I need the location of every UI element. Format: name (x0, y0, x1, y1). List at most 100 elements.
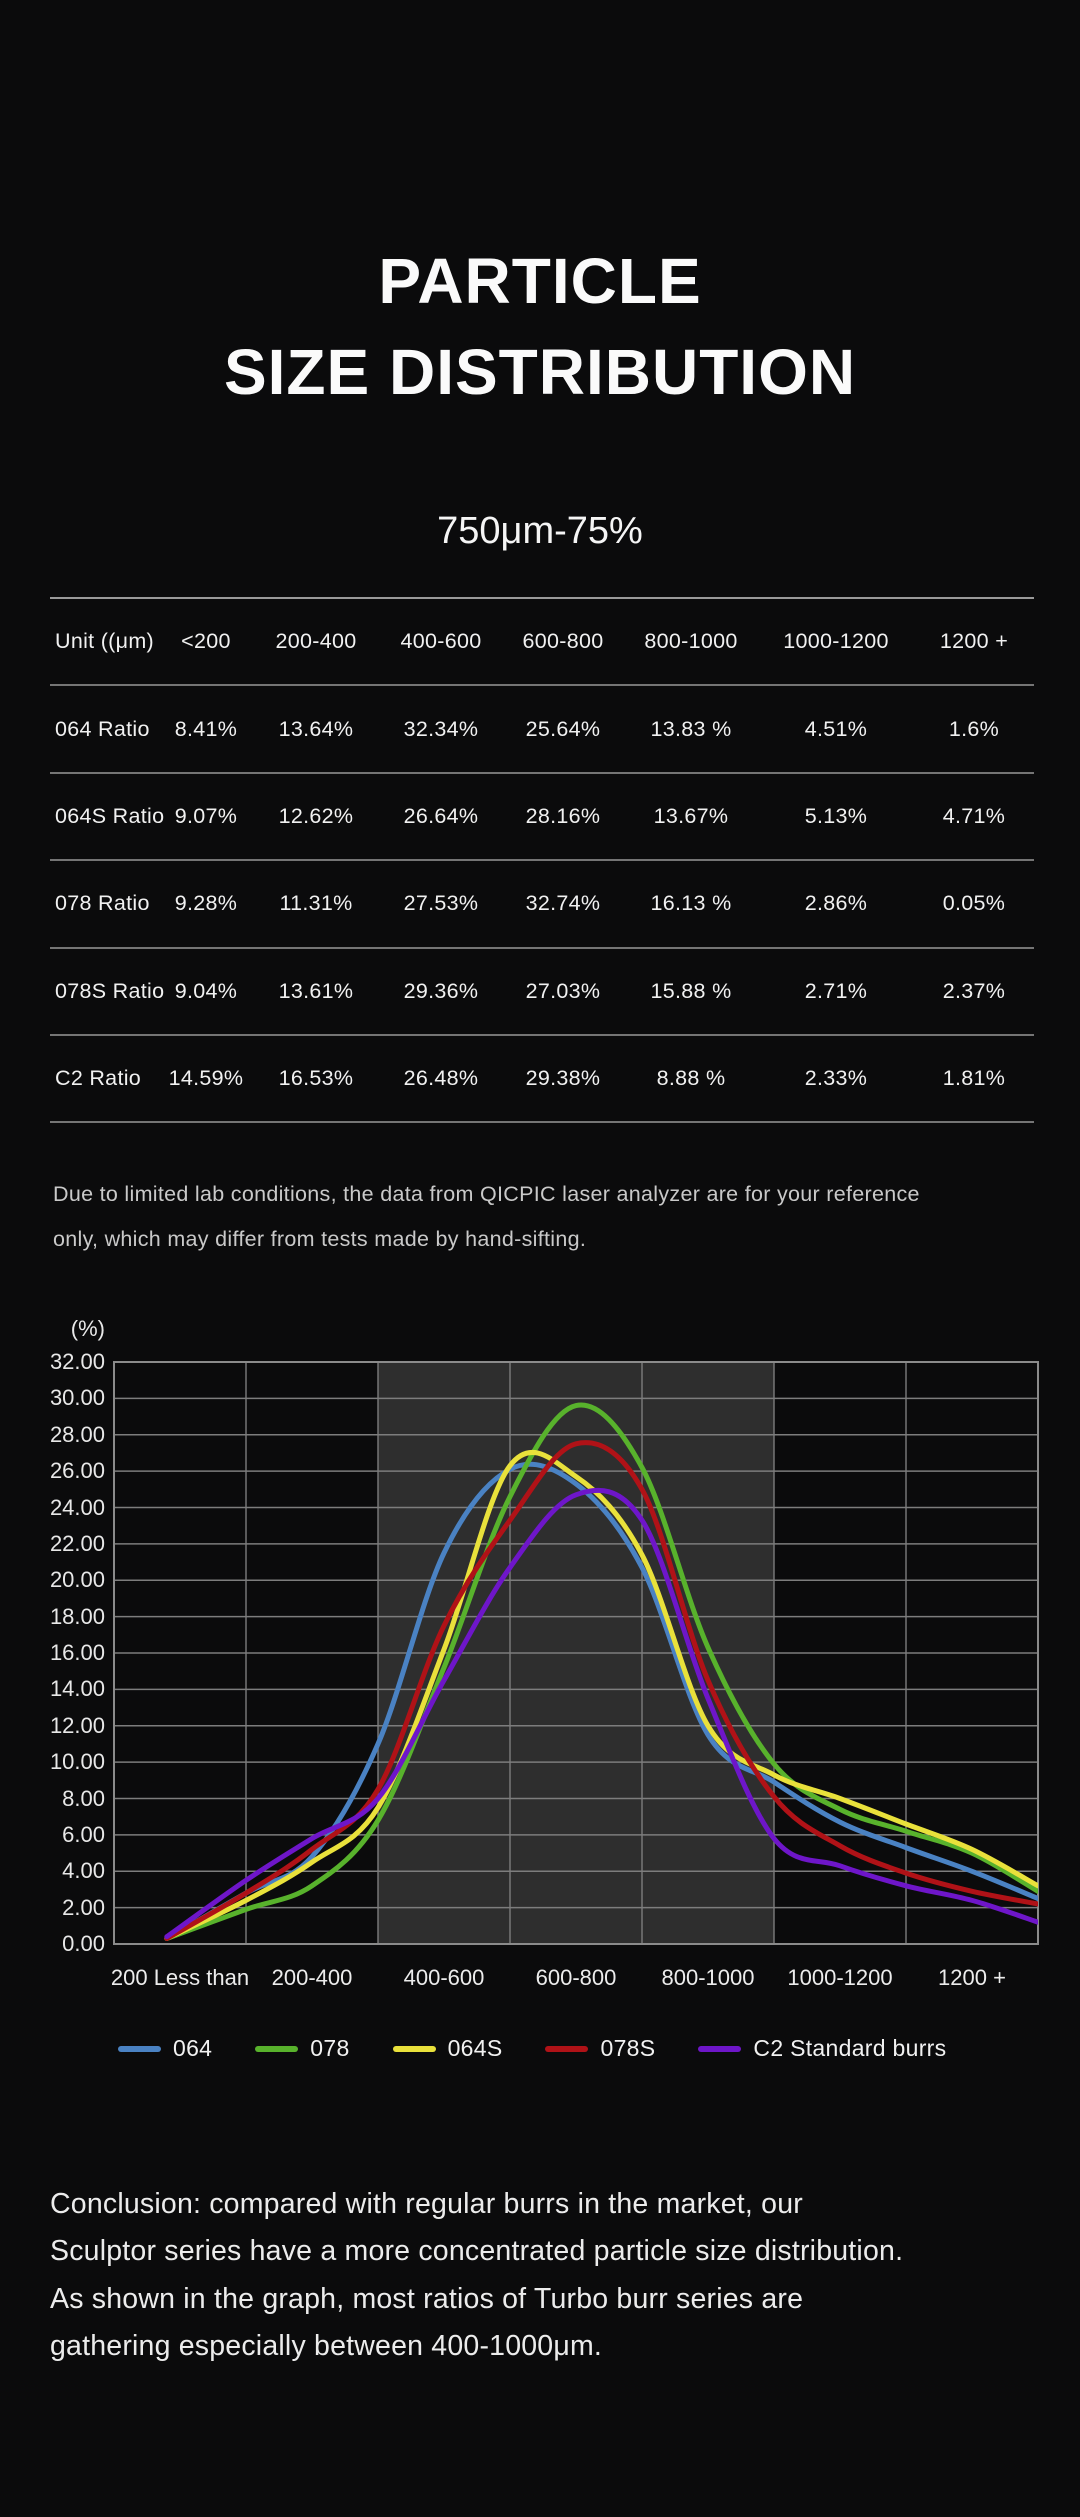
legend-label: 064S (447, 2035, 503, 2061)
conclusion-line-1: Conclusion: compared with regular burrs … (50, 2187, 803, 2220)
y-tick-label: 16.00 (49, 1640, 105, 1665)
y-tick-label: 14.00 (49, 1676, 105, 1702)
disclaimer-note-line-2: only, which may differ from tests made b… (53, 1226, 587, 1251)
page-title: PARTICLE SIZE DISTRIBUTION (0, 236, 1080, 418)
table-cell: 29.36% (403, 978, 479, 1003)
table-header-cell: 800-1000 (644, 629, 738, 654)
y-tick-label: 6.00 (62, 1821, 105, 1847)
x-tick-label: 1200 + (938, 1965, 1006, 1990)
table-header-cell: Unit ((μm) (55, 629, 154, 654)
table-cell: 16.53% (278, 1066, 354, 1091)
table-cell: 1.81% (942, 1066, 1006, 1091)
legend-label: 064 (173, 2035, 213, 2061)
table-cell: 8.41% (174, 716, 238, 741)
table-cell: 0.05% (942, 891, 1006, 916)
table-cell: 26.48% (403, 1066, 479, 1091)
y-tick-label: 24.00 (49, 1494, 105, 1520)
legend-swatch (545, 2045, 589, 2052)
y-tick-label: 4.00 (62, 1858, 105, 1884)
table-row: C2 Ratio 14.59% 16.53% 26.48% 29.38% 8.88 % 2.… (50, 1036, 1034, 1124)
legend-item: 078 (255, 2035, 349, 2062)
y-tick-label: 18.00 (49, 1603, 105, 1629)
table-header-cell: 200-400 (275, 629, 357, 654)
y-tick-label: 20.00 (49, 1567, 105, 1593)
series-curve-064S (164, 1450, 1038, 1941)
table-header-row: Unit ((μm) <200 200-400 400-600 600-800 800-1… (50, 599, 1034, 687)
table-row-label: 064 Ratio (55, 716, 150, 741)
x-tick-label: 600-800 (535, 1965, 617, 1990)
table-row-label: C2 Ratio (55, 1066, 142, 1091)
table-cell: 9.28% (174, 891, 238, 916)
table-cell: 12.62% (278, 803, 354, 828)
legend-item: 078S (545, 2035, 655, 2062)
legend-item: C2 Standard burrs (698, 2035, 946, 2062)
table-cell: 8.88 % (656, 1066, 726, 1091)
series-curve-064 (164, 1461, 1038, 1941)
table-row: 078S Ratio 9.04% 13.61% 29.36% 27.03% 15.88 %… (50, 949, 1034, 1036)
x-tick-label: 400-600 (403, 1965, 485, 1990)
page-title-line-2: SIZE DISTRIBUTION (223, 335, 857, 408)
table-cell: 2.37% (942, 978, 1006, 1003)
table-cell: 25.64% (525, 716, 601, 741)
table-header-cell: 400-600 (400, 629, 482, 654)
table-cell: 9.07% (174, 803, 238, 828)
y-tick-label: 0.00 (62, 1931, 105, 1956)
series-curve-C2 (164, 1487, 1038, 1940)
table-cell: 27.03% (525, 978, 601, 1003)
table-cell: 5.13% (804, 803, 868, 828)
legend-swatch (118, 2045, 161, 2052)
legend-item: 064S (392, 2035, 503, 2062)
conclusion-text: Conclusion: compared with regular burrs … (50, 2181, 1055, 2371)
series-curve-078S (164, 1440, 1038, 1941)
particle-size-distribution-chart (113, 1361, 1039, 1945)
table-row-label: 078 Ratio (55, 891, 150, 916)
series-curve-078 (164, 1402, 1038, 1941)
table-cell: 29.38% (525, 1066, 601, 1091)
table-cell: 13.61% (278, 978, 354, 1003)
table-row: 064 Ratio 8.41% 13.64% 32.34% 25.64% 13.83 % 4… (50, 686, 1034, 774)
table-cell: 13.64% (278, 716, 354, 741)
disclaimer-note: Due to limited lab conditions, the data … (53, 1172, 1043, 1262)
conclusion-line-3: As shown in the graph, most ratios of Tu… (50, 2282, 804, 2315)
y-tick-label: 22.00 (49, 1530, 105, 1556)
table-cell: 13.83 % (650, 716, 732, 741)
table-row: 078 Ratio 9.28% 11.31% 27.53% 32.74% 16.13 % 2… (50, 861, 1034, 949)
x-tick-label: 800-1000 (661, 1965, 755, 1990)
subtitle: 750μm-75% (437, 510, 643, 552)
y-tick-label: 28.00 (49, 1421, 105, 1447)
legend-swatch (698, 2045, 742, 2052)
table-cell: 2.33% (804, 1066, 868, 1091)
table-cell: 2.71% (804, 978, 868, 1003)
table-cell: 2.86% (804, 891, 868, 916)
disclaimer-note-line-1: Due to limited lab conditions, the data … (53, 1181, 920, 1206)
y-tick-label: 8.00 (62, 1785, 105, 1811)
table-cell: 14.59% (168, 1066, 244, 1091)
table-header-cell: 1200 + (939, 629, 1009, 654)
conclusion-line-4: gathering especially between 400-1000μm. (50, 2330, 603, 2362)
table-cell: 4.71% (942, 803, 1006, 828)
legend-label: 078 (310, 2035, 350, 2061)
page-title-line-1: PARTICLE (378, 244, 702, 317)
y-axis-unit-label: (%) (70, 1316, 105, 1341)
table-cell: 15.88 % (650, 978, 732, 1003)
y-tick-label: 2.00 (62, 1894, 105, 1920)
table-row-label: 064S Ratio (55, 803, 165, 828)
y-tick-label: 12.00 (49, 1712, 105, 1738)
legend-label: 078S (600, 2035, 656, 2061)
table-cell: 32.34% (403, 716, 479, 741)
table-cell: 13.67% (653, 803, 729, 828)
x-tick-label: 200-400 (271, 1965, 353, 1990)
table-row: 064S Ratio 9.07% 12.62% 26.64% 28.16% 13.67% 5… (50, 774, 1034, 862)
table-cell: 16.13 % (650, 891, 732, 916)
curves (164, 1402, 1038, 1941)
table-header-cell: 1000-1200 (783, 629, 889, 654)
y-tick-label: 10.00 (49, 1749, 105, 1775)
table-header-cell: 600-800 (522, 629, 604, 654)
table-cell: 11.31% (279, 891, 353, 916)
conclusion-line-2: Sculptor series have a more concentrated… (50, 2235, 904, 2267)
legend-label: C2 Standard burrs (753, 2035, 947, 2061)
legend-item: 064 (118, 2035, 212, 2062)
chart-legend: 064 078 064S 078S C2 Standard burrs (118, 2035, 946, 2062)
legend-swatch (255, 2045, 299, 2052)
